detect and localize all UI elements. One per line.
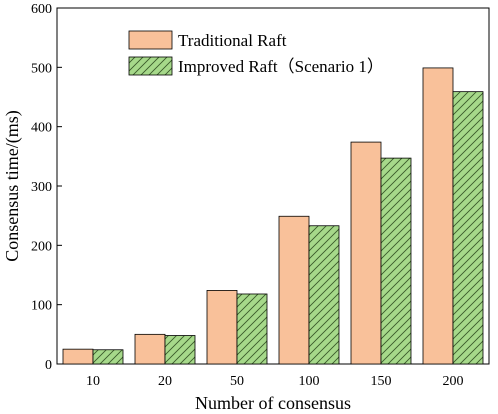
bar-traditional-150 [350, 141, 382, 365]
y-tick-label: 600 [31, 2, 52, 17]
legend-label-traditional: Traditional Raft [178, 31, 287, 50]
x-axis-title: Number of consensus [195, 393, 351, 413]
y-axis-title: Consensus time/(ms) [2, 110, 23, 262]
legend-label-improved: Improved Raft（Scenario 1） [178, 57, 384, 76]
bar-traditional-10 [62, 348, 94, 365]
y-tick-label: 100 [31, 299, 52, 314]
bar-traditional-20 [134, 333, 166, 365]
bar-traditional-100 [278, 215, 310, 365]
y-tick-label: 200 [31, 239, 52, 254]
bar-improved-50 [236, 293, 268, 365]
bar-improved-100 [308, 225, 340, 365]
x-tick-label: 200 [443, 374, 464, 389]
bar-improved-200 [452, 91, 484, 365]
bar-traditional-200 [422, 67, 454, 365]
x-tick-label: 100 [299, 374, 320, 389]
x-tick-label: 10 [86, 374, 100, 389]
x-tick-label: 50 [230, 374, 244, 389]
y-tick-label: 300 [31, 180, 52, 195]
legend: Traditional Raft Improved Raft（Scenario … [128, 30, 384, 76]
bar-improved-150 [380, 157, 412, 365]
bar-traditional-50 [206, 290, 238, 365]
bar-improved-20 [164, 335, 196, 365]
legend-swatch-improved [128, 56, 173, 76]
bars-group [62, 67, 484, 365]
legend-swatch-traditional [128, 30, 173, 50]
bar-improved-10 [92, 349, 124, 365]
x-tick-label: 20 [158, 374, 172, 389]
y-axis: 0 100 200 300 400 500 600 [31, 2, 62, 373]
y-tick-label: 400 [31, 121, 52, 136]
x-axis: 10 20 50 100 150 200 [86, 359, 464, 389]
y-tick-label: 0 [45, 358, 52, 373]
x-tick-label: 150 [371, 374, 392, 389]
y-tick-label: 500 [31, 61, 52, 76]
